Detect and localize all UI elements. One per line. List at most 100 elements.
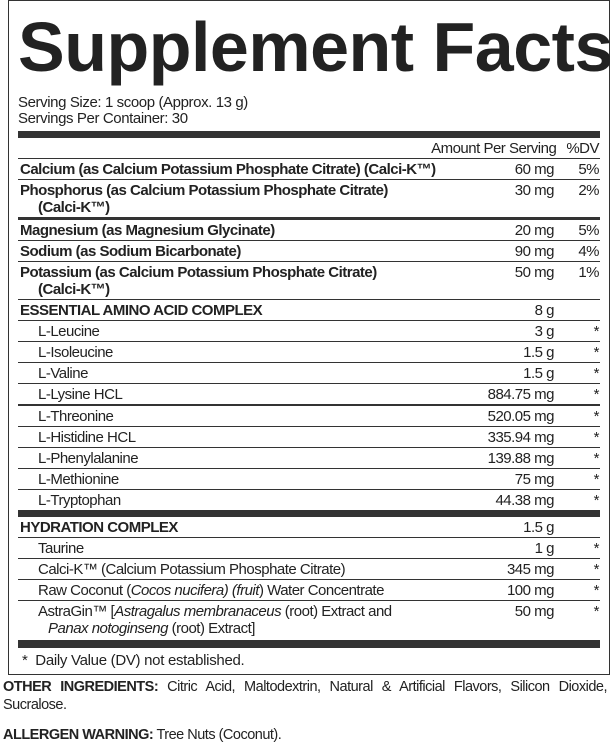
nutrient-name-text: HYDRATION COMPLEX <box>20 518 178 536</box>
nutrient-name: Magnesium (as Magnesium Glycinate) <box>18 222 450 239</box>
eaa-section: ESSENTIAL AMINO ACID COMPLEX 8 g L-Leucine… <box>18 300 600 510</box>
amount: 335.94 mg <box>487 428 555 446</box>
footnote-symbol: * <box>22 652 28 669</box>
other-ingredients: OTHER INGREDIENTS: Citric Acid, Maltodex… <box>3 678 608 714</box>
daily-value: 1% <box>578 263 599 281</box>
amount: 1.5 g <box>523 343 554 361</box>
amount: 75 mg <box>514 470 555 488</box>
daily-value: * <box>593 560 600 578</box>
amino-acid-row: L-Leucine 3 g * <box>18 321 600 342</box>
other-ingredients-text: Citric Acid, Maltodextrin, Natural & Art… <box>3 679 608 713</box>
nutrient-name: HYDRATION COMPLEX <box>18 519 450 536</box>
daily-value <box>558 519 600 536</box>
allergen-label: ALLERGEN WARNING: <box>3 727 154 743</box>
daily-value: * <box>593 343 600 361</box>
name-part: Astragalus membranaceus <box>114 602 282 620</box>
daily-value: * <box>593 602 600 620</box>
nutrient-name-text: L-Threonine <box>38 407 114 425</box>
amount: 60 mg <box>514 160 555 178</box>
amount: 90 mg <box>514 242 555 260</box>
nutrient-name-text: Calcium (as Calcium Potassium Phosphate … <box>20 160 436 178</box>
nutrient-name: ESSENTIAL AMINO ACID COMPLEX <box>18 302 450 319</box>
nutrient-name-text: L-Valine <box>38 364 88 382</box>
name-part: AstraGin™ [ <box>38 602 115 620</box>
nutrient-name: L-Histidine HCL <box>18 429 450 446</box>
panel-title: Supplement Facts <box>18 8 610 86</box>
daily-value: 4% <box>578 242 599 260</box>
serving-size: Serving Size: 1 scoop (Approx. 13 g) <box>18 94 248 111</box>
amino-acid-row: L-Valine 1.5 g * <box>18 363 600 384</box>
nutrient-name: L-Isoleucine <box>18 344 450 361</box>
hydration-section: HYDRATION COMPLEX 1.5 g Taurine 1 g * Calci-K… <box>18 517 600 638</box>
daily-value: * <box>593 407 600 425</box>
mineral-row: Phosphorus (as Calcium Potassium Phospha… <box>18 180 600 220</box>
daily-value: * <box>593 449 600 467</box>
amount: 44.38 mg <box>495 491 554 509</box>
mineral-row: Sodium (as Sodium Bicarbonate) 90 mg 4% <box>18 241 600 262</box>
name-part: (root) Extract and <box>281 602 392 620</box>
amino-acid-row: L-Tryptophan 44.38 mg * <box>18 490 600 510</box>
nutrient-name-text: L-Lysine HCL <box>38 385 123 403</box>
nutrient-name-text: Calci-K™ (Calcium Potassium Phosphate Ci… <box>38 560 346 578</box>
daily-value: * <box>593 491 600 509</box>
mineral-row: Potassium (as Calcium Potassium Phosphat… <box>18 262 600 300</box>
amino-acid-row: L-Threonine 520.05 mg * <box>18 406 600 427</box>
divider <box>18 131 600 138</box>
nutrient-name-text: Sodium (as Sodium Bicarbonate) <box>20 242 241 260</box>
nutrient-name-text: Magnesium (as Magnesium Glycinate) <box>20 221 275 239</box>
nutrient-name-text: L-Leucine <box>38 322 100 340</box>
eaa-complex-row: ESSENTIAL AMINO ACID COMPLEX 8 g <box>18 300 600 321</box>
nutrient-name-text: L-Tryptophan <box>38 491 121 509</box>
name-part: Raw Coconut ( <box>38 581 131 599</box>
hydration-item-row: AstraGin™ [Astragalus membranaceus (root… <box>18 601 600 638</box>
hydration-item-row: Calci-K™ (Calcium Potassium Phosphate Ci… <box>18 559 600 580</box>
column-header: Amount Per Serving %DV <box>18 138 600 159</box>
name-part: (root) Extract] <box>167 619 256 637</box>
hydration-complex-row: HYDRATION COMPLEX 1.5 g <box>18 517 600 538</box>
amount: 50 mg <box>514 602 555 620</box>
nutrient-name-text: L-Methionine <box>38 470 119 488</box>
allergen-warning: ALLERGEN WARNING: Tree Nuts (Coconut). <box>3 726 607 744</box>
nutrient-name: L-Leucine <box>18 323 450 340</box>
nutrient-name: L-Lysine HCL <box>18 386 450 403</box>
supplement-facts-panel: Supplement Facts Serving Size: 1 scoop (… <box>8 0 610 675</box>
nutrient-name: Sodium (as Sodium Bicarbonate) <box>18 243 450 260</box>
amount: 139.88 mg <box>487 449 555 467</box>
nutrient-name: AstraGin™ [Astragalus membranaceus (root… <box>18 603 450 637</box>
daily-value <box>558 302 600 319</box>
amino-acid-row: L-Isoleucine 1.5 g * <box>18 342 600 363</box>
nutrient-name: Raw Coconut (Cocos nucifera) (fruit) Wat… <box>18 582 450 599</box>
amount: 50 mg <box>514 263 555 281</box>
nutrient-name: L-Tryptophan <box>18 492 450 509</box>
nutrient-name-text: Potassium (as Calcium Potassium Phosphat… <box>20 263 377 281</box>
daily-value: 5% <box>578 160 599 178</box>
amino-acid-row: L-Phenylalanine 139.88 mg * <box>18 448 600 469</box>
nutrient-name: L-Methionine <box>18 471 450 488</box>
nutrient-name: Calcium (as Calcium Potassium Phosphate … <box>18 161 450 178</box>
nutrient-name-cont: (Calci-K™) <box>38 198 110 216</box>
hydration-item-row: Raw Coconut (Cocos nucifera) (fruit) Wat… <box>18 580 600 601</box>
amount-header: Amount Per Serving <box>431 139 557 157</box>
nutrient-name-text: Phosphorus (as Calcium Potassium Phospha… <box>20 181 388 199</box>
mineral-row: Magnesium (as Magnesium Glycinate) 20 mg 5… <box>18 220 600 241</box>
nutrient-name: L-Phenylalanine <box>18 450 450 467</box>
daily-value: * <box>593 539 600 557</box>
nutrient-name: Phosphorus (as Calcium Potassium Phospha… <box>18 182 450 216</box>
daily-value: * <box>593 364 600 382</box>
minerals-section: Calcium (as Calcium Potassium Phosphate … <box>18 159 600 300</box>
amount: 3 g <box>534 322 555 340</box>
amount: 520.05 mg <box>487 407 555 425</box>
nutrient-name-text: L-Phenylalanine <box>38 449 139 467</box>
amount: 1 g <box>534 539 555 557</box>
nutrient-name-text: ESSENTIAL AMINO ACID COMPLEX <box>20 301 263 319</box>
daily-value: 2% <box>578 181 599 199</box>
nutrient-name: Taurine <box>18 540 450 557</box>
amount: 30 mg <box>514 181 555 199</box>
dv-header: %DV <box>566 139 599 157</box>
nutrient-name-text: Taurine <box>38 539 84 557</box>
amount: 20 mg <box>514 221 555 239</box>
allergen-text: Tree Nuts (Coconut). <box>153 727 282 743</box>
nutrient-name: Potassium (as Calcium Potassium Phosphat… <box>18 264 450 298</box>
name-part: Panax notoginseng <box>48 619 168 637</box>
daily-value: * <box>593 581 600 599</box>
